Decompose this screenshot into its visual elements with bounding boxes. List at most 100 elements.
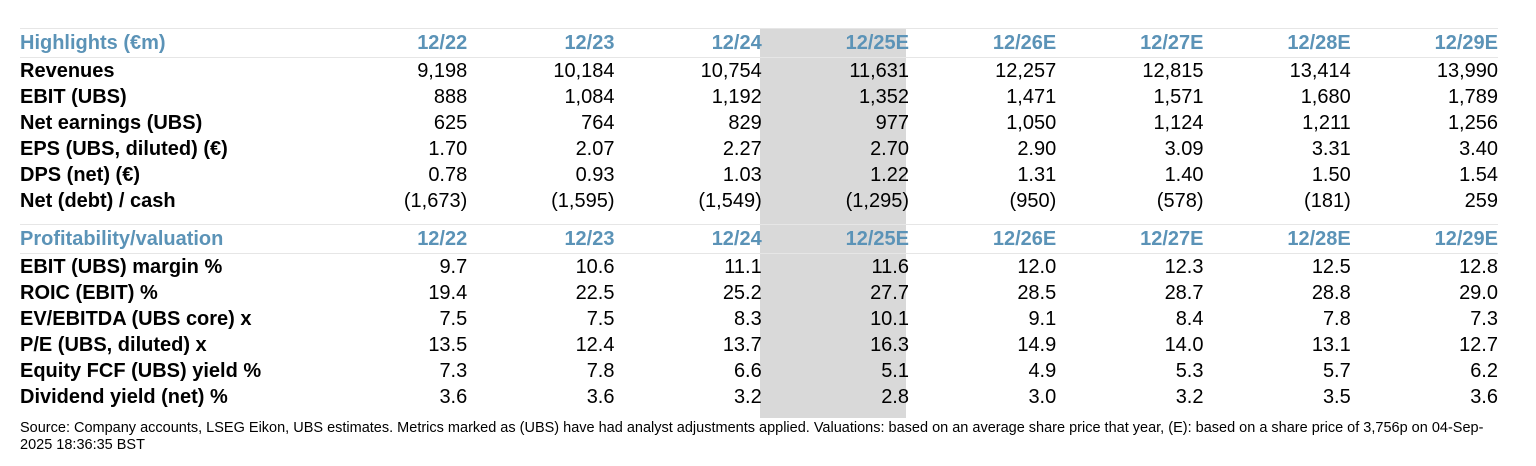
table-row: Net (debt) / cash (1,673) (1,595) (1,549) (1… (20, 188, 1498, 214)
column-header: 12/27E (1056, 224, 1204, 254)
column-header: 12/25E (761, 28, 909, 58)
column-header: 12/23 (467, 224, 615, 254)
table-cell: 5.3 (1175, 360, 1204, 382)
table-cell: 1.54 (1459, 164, 1498, 186)
table-cell: 29.0 (1459, 282, 1498, 304)
table-cell: 7.3 (1470, 308, 1498, 330)
table-cell: 1,192 (711, 86, 762, 108)
table-cell: 3.2 (733, 386, 762, 408)
table-cell: 9,198 (417, 60, 468, 82)
table-cell: 11,631 (849, 60, 909, 82)
table-cell: 13.1 (1311, 334, 1351, 356)
table-row: Equity FCF (UBS) yield % 7.3 7.8 6.6 5.1 4.9 5… (20, 358, 1498, 384)
table-cell: 977 (875, 112, 909, 134)
table-cell: 10,754 (700, 60, 762, 82)
table-cell: 8.3 (733, 308, 762, 330)
column-header: 12/27E (1056, 28, 1204, 58)
table-cell: (1,549) (698, 190, 762, 212)
table-row: ROIC (EBIT) % 19.4 22.5 25.2 27.7 28.5 28.7 28.… (20, 280, 1498, 306)
table-cell: 3.0 (1028, 386, 1057, 408)
column-header: 12/26E (909, 28, 1057, 58)
table-row: EV/EBITDA (UBS core) x 7.5 7.5 8.3 10.1 9.1 8.… (20, 306, 1498, 332)
table-cell: 7.5 (439, 308, 468, 330)
table-cell: 9.7 (439, 256, 468, 278)
table-cell: 12.8 (1459, 256, 1498, 278)
table-cell: 3.2 (1175, 386, 1204, 408)
table-cell: 259 (1464, 190, 1498, 212)
table-cell: 5.1 (881, 360, 909, 382)
table-cell: 13.7 (722, 334, 762, 356)
table-cell: 8.4 (1175, 308, 1204, 330)
column-header: 12/25E (761, 224, 909, 254)
table-cell: 11.1 (724, 256, 762, 278)
table-cell: 4.9 (1028, 360, 1057, 382)
table-cell: 12,257 (995, 60, 1057, 82)
table-cell: 6.2 (1470, 360, 1498, 382)
table-cell: 3.6 (586, 386, 615, 408)
column-header: 12/28E (1203, 28, 1351, 58)
table-cell: 3.6 (1470, 386, 1498, 408)
table-cell: 3.09 (1164, 138, 1204, 160)
table-cell: 1,471 (1006, 86, 1057, 108)
row-label: Net earnings (UBS) (20, 112, 203, 134)
table-row: Dividend yield (net) % 3.6 3.6 3.2 2.8 3.0 3.2… (20, 384, 1498, 410)
table-cell: 9.1 (1028, 308, 1057, 330)
table-cell: 10,184 (553, 60, 615, 82)
row-label: EV/EBITDA (UBS core) x (20, 308, 252, 330)
table-row: Revenues 9,198 10,184 10,754 11,631 12,257 12,… (20, 58, 1498, 85)
row-label: EBIT (UBS) (20, 86, 127, 108)
row-label: Net (debt) / cash (20, 190, 176, 212)
table-cell: 19.4 (428, 282, 468, 304)
source-footnote: Source: Company accounts, LSEG Eikon, UB… (20, 420, 1484, 453)
financial-table: Highlights (€m) 12/22 12/23 12/24 12/25E 12/2… (20, 28, 1498, 410)
column-header: 12/24 (614, 28, 762, 58)
table-row: EPS (UBS, diluted) (€) 1.70 2.07 2.27 2.70 2.… (20, 136, 1498, 162)
table-cell: 1,789 (1447, 86, 1498, 108)
table-cell: 3.5 (1322, 386, 1351, 408)
table-row: P/E (UBS, diluted) x 13.5 12.4 13.7 16.3 14.9… (20, 332, 1498, 358)
table-cell: 625 (433, 112, 468, 134)
table-cell: 14.9 (1017, 334, 1057, 356)
table-cell: 7.3 (439, 360, 468, 382)
table-cell: 2.27 (722, 138, 762, 160)
table-cell: 829 (728, 112, 762, 134)
table-cell: 5.7 (1322, 360, 1351, 382)
table-cell: 3.31 (1311, 138, 1351, 160)
column-header: 12/23 (467, 28, 615, 58)
table-cell: 1.31 (1017, 164, 1057, 186)
table-cell: (578) (1156, 190, 1204, 212)
table-cell: 10.1 (870, 308, 909, 330)
table-row: Net earnings (UBS) 625 764 829 977 1,050 1,124… (20, 110, 1498, 136)
table-cell: 28.5 (1017, 282, 1057, 304)
row-label: EBIT (UBS) margin % (20, 256, 223, 278)
section-spacer (20, 214, 1498, 225)
table-cell: 1.70 (428, 138, 468, 160)
table-cell: 1,084 (564, 86, 615, 108)
table-cell: 1,050 (1006, 112, 1057, 134)
profitability-header-row: Profitability/valuation 12/22 12/23 12/24 12… (20, 224, 1498, 254)
table-cell: 7.8 (586, 360, 615, 382)
table-cell: 1,256 (1447, 112, 1498, 134)
column-header: 12/24 (614, 224, 762, 254)
table-cell: 1,124 (1153, 112, 1204, 134)
table-cell: 12.0 (1017, 256, 1057, 278)
table-row: EBIT (UBS) margin % 9.7 10.6 11.1 11.6 12.0 12… (20, 254, 1498, 281)
financial-summary: Highlights (€m) 12/22 12/23 12/24 12/25E 12/2… (20, 28, 1498, 410)
row-label: DPS (net) (€) (20, 164, 140, 186)
table-cell: 1,352 (858, 86, 909, 108)
column-header: 12/22 (320, 28, 468, 58)
table-cell: 27.7 (870, 282, 909, 304)
table-cell: 12.3 (1164, 256, 1204, 278)
table-cell: 14.0 (1164, 334, 1204, 356)
table-cell: 12.5 (1311, 256, 1351, 278)
table-cell: 1.40 (1164, 164, 1204, 186)
table-row: DPS (net) (€) 0.78 0.93 1.03 1.22 1.31 1.40 1.5… (20, 162, 1498, 188)
table-cell: 12,815 (1142, 60, 1204, 82)
row-label: Dividend yield (net) % (20, 386, 228, 408)
profitability-title: Profitability/valuation (20, 224, 320, 254)
column-header: 12/29E (1350, 28, 1498, 58)
column-header: 12/26E (909, 224, 1057, 254)
table-cell: 1,680 (1300, 86, 1351, 108)
table-cell: 22.5 (575, 282, 615, 304)
table-cell: 25.2 (722, 282, 762, 304)
